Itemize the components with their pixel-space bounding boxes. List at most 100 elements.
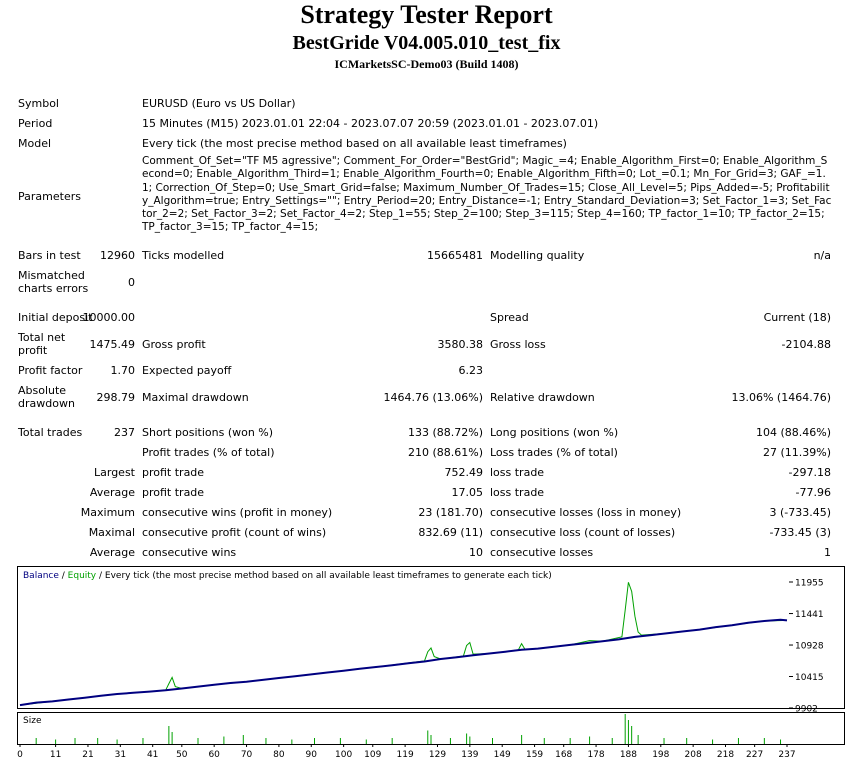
- x-tick-label: 11: [50, 750, 61, 759]
- mcl-label: consecutive losses (loss in money): [490, 506, 682, 519]
- netprofit-value: 1475.49: [89, 338, 136, 351]
- x-tick-label: 31: [115, 750, 126, 759]
- apt-label: profit trade: [142, 486, 205, 499]
- acl-value: 1: [824, 546, 831, 559]
- acl-label: consecutive losses: [490, 546, 594, 559]
- pf-value: 1.70: [110, 364, 136, 377]
- trades-label: Total trades: [18, 426, 83, 439]
- mcw-label: consecutive wins (profit in money): [142, 506, 333, 519]
- llt-value: -297.18: [788, 466, 831, 479]
- spread-label: Spread: [490, 311, 529, 324]
- quality-label: Modelling quality: [490, 249, 585, 262]
- short-label: Short positions (won %): [142, 426, 274, 439]
- x-tick-label: 218: [717, 750, 734, 759]
- mismatch-label-1: Mismatched: [18, 269, 85, 282]
- size-label: Size: [23, 716, 42, 726]
- report-title: Strategy Tester Report: [300, 0, 553, 29]
- legend-separator: /: [59, 571, 68, 581]
- maximal-label: Maximal: [88, 526, 135, 539]
- bars-value: 12960: [100, 249, 135, 262]
- pf-label: Profit factor: [18, 364, 83, 377]
- x-tick-label: 178: [587, 750, 604, 759]
- main-plot-frame: [17, 566, 845, 709]
- x-tick-label: 21: [82, 750, 93, 759]
- ltrades-value: 27 (11.39%): [762, 446, 831, 459]
- x-tick-label: 0: [17, 750, 23, 759]
- legend-balance: Balance: [23, 571, 59, 581]
- maximum-label: Maximum: [80, 506, 135, 519]
- lpt-label: profit trade: [142, 466, 205, 479]
- mclc-label: consecutive loss (count of losses): [490, 526, 676, 539]
- balance-chart: Balance / Equity / Every tick (the most …: [17, 566, 845, 760]
- spread-value: Current (18): [763, 311, 831, 324]
- y-tick-label: 10928: [795, 642, 824, 652]
- x-tick-label: 188: [620, 750, 637, 759]
- bars-label: Bars in test: [18, 249, 81, 262]
- x-tick-label: 237: [778, 750, 795, 759]
- mcl-value: 3 (-733.45): [769, 506, 831, 519]
- parameters-value: Comment_Of_Set="TF M5 agressive"; Commen…: [142, 155, 832, 234]
- llt-label: loss trade: [490, 466, 545, 479]
- legend-description: / Every tick (the most precise method ba…: [96, 571, 552, 581]
- ptrades-value: 210 (88.61%): [407, 446, 483, 459]
- maxdd-value: 1464.76 (13.06%): [383, 391, 483, 404]
- deposit-value: 10000.00: [82, 311, 136, 324]
- grossprofit-value: 3580.38: [437, 338, 484, 351]
- ticks-label: Ticks modelled: [142, 249, 225, 262]
- ltrades-label: Loss trades (% of total): [490, 446, 618, 459]
- payoff-value: 6.23: [458, 364, 484, 377]
- mclc-value: -733.45 (3): [769, 526, 831, 539]
- trades-value: 237: [114, 426, 135, 439]
- series-line-balance: [19, 618, 788, 707]
- x-tick-label: 41: [147, 750, 158, 759]
- parameters-label: Parameters: [18, 190, 81, 203]
- x-tick-label: 50: [176, 750, 188, 759]
- long-value: 104 (88.46%): [755, 426, 831, 439]
- apt-value: 17.05: [451, 486, 484, 499]
- y-tick-label: 9902: [795, 705, 818, 715]
- expert-name: BestGride V04.005.010_test_fix: [292, 32, 561, 54]
- grossprofit-label: Gross profit: [142, 338, 206, 351]
- reldd-label: Relative drawdown: [490, 391, 595, 404]
- average-label-2: Average: [89, 546, 135, 559]
- largest-label: Largest: [94, 466, 135, 479]
- alt-label: loss trade: [490, 486, 545, 499]
- netprofit-label-1: Total net: [18, 331, 66, 344]
- acw-value: 10: [469, 546, 483, 559]
- short-value: 133 (88.72%): [407, 426, 483, 439]
- y-tick-label: 11441: [795, 610, 824, 620]
- quality-value: n/a: [813, 249, 831, 262]
- server-info: ICMarketsSC-Demo03 (Build 1408): [334, 57, 519, 71]
- acw-label: consecutive wins: [142, 546, 237, 559]
- ticks-value: 15665481: [427, 249, 483, 262]
- x-tick-label: 70: [241, 750, 253, 759]
- mcp-value: 832.69 (11): [418, 526, 483, 539]
- x-tick-label: 109: [364, 750, 381, 759]
- symbol-value: EURUSD (Euro vs US Dollar): [142, 97, 296, 110]
- x-tick-label: 80: [273, 750, 285, 759]
- alt-value: -77.96: [795, 486, 831, 499]
- long-label: Long positions (won %): [490, 426, 619, 439]
- maxdd-label: Maximal drawdown: [142, 391, 249, 404]
- x-tick-label: 149: [494, 750, 511, 759]
- absdd-label-2: drawdown: [18, 397, 75, 410]
- grossloss-label: Gross loss: [490, 338, 546, 351]
- mcw-value: 23 (181.70): [418, 506, 483, 519]
- x-tick-label: 129: [429, 750, 446, 759]
- x-tick-label: 198: [652, 750, 669, 759]
- symbol-label: Symbol: [18, 97, 59, 110]
- model-label: Model: [18, 137, 52, 150]
- y-tick-label: 10415: [795, 673, 824, 683]
- mcp-label: consecutive profit (count of wins): [142, 526, 327, 539]
- chart-legend: Balance / Equity / Every tick (the most …: [23, 571, 552, 581]
- x-tick-label: 168: [555, 750, 572, 759]
- lpt-value: 752.49: [444, 466, 484, 479]
- grossloss-value: -2104.88: [781, 338, 831, 351]
- x-tick-label: 90: [306, 750, 318, 759]
- x-tick-label: 227: [746, 750, 763, 759]
- legend-equity: Equity: [68, 571, 97, 581]
- model-value: Every tick (the most precise method base…: [142, 137, 567, 150]
- period-value: 15 Minutes (M15) 2023.01.01 22:04 - 2023…: [142, 117, 599, 130]
- chart-svg: Balance / Equity / Every tick (the most …: [17, 566, 845, 760]
- y-tick-label: 11955: [795, 579, 824, 589]
